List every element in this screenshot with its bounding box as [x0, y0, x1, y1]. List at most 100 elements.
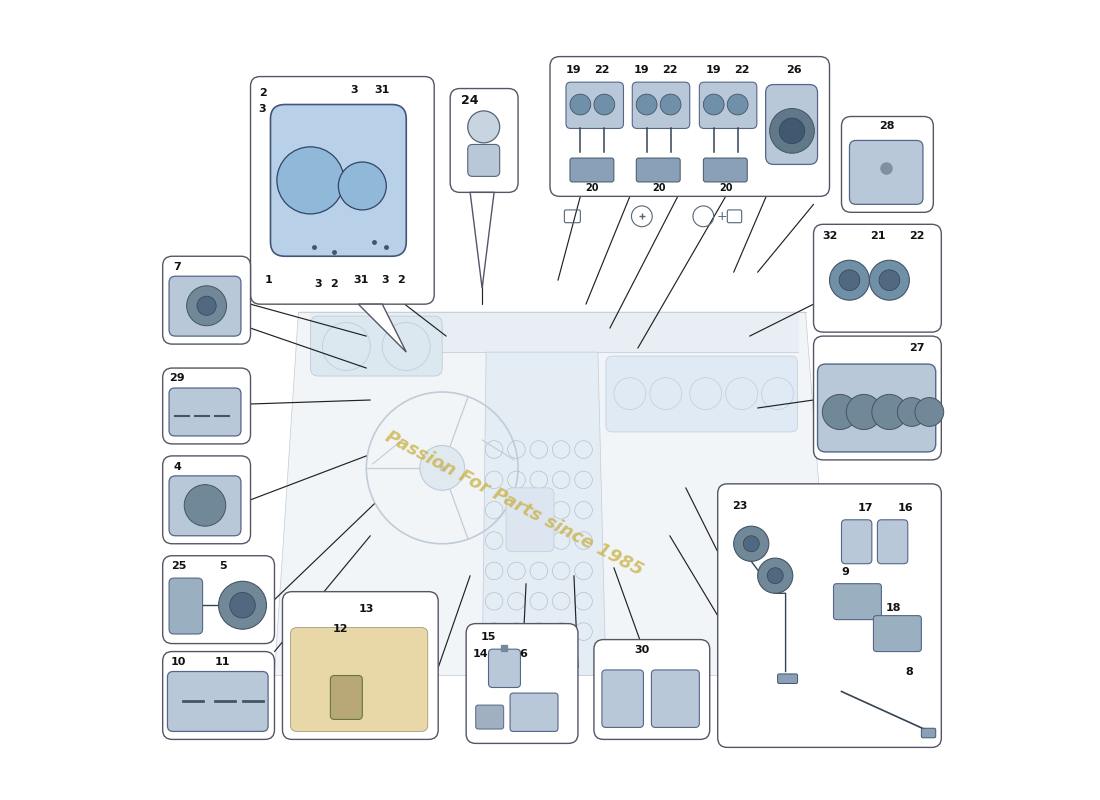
Circle shape: [727, 94, 748, 115]
FancyBboxPatch shape: [594, 639, 710, 739]
FancyBboxPatch shape: [475, 705, 504, 729]
FancyBboxPatch shape: [167, 671, 268, 731]
FancyBboxPatch shape: [169, 578, 202, 634]
Text: 19: 19: [634, 65, 650, 75]
Text: 9: 9: [842, 566, 849, 577]
FancyBboxPatch shape: [814, 336, 942, 460]
Text: 22: 22: [594, 65, 609, 75]
Circle shape: [277, 147, 344, 214]
Text: 22: 22: [734, 65, 749, 75]
Text: 11: 11: [214, 657, 230, 667]
FancyBboxPatch shape: [290, 628, 428, 731]
Text: 24: 24: [461, 94, 478, 107]
Text: 8: 8: [905, 666, 913, 677]
FancyBboxPatch shape: [717, 484, 942, 747]
Text: 7: 7: [173, 262, 180, 273]
FancyBboxPatch shape: [169, 388, 241, 436]
FancyBboxPatch shape: [163, 368, 251, 444]
Circle shape: [703, 94, 724, 115]
Text: 6: 6: [519, 649, 528, 659]
FancyBboxPatch shape: [570, 158, 614, 182]
FancyBboxPatch shape: [271, 105, 406, 256]
FancyBboxPatch shape: [310, 316, 442, 376]
Circle shape: [468, 111, 499, 143]
FancyBboxPatch shape: [703, 158, 747, 182]
Circle shape: [879, 270, 900, 290]
Circle shape: [898, 398, 926, 426]
Text: 19: 19: [706, 65, 722, 75]
Text: 23: 23: [733, 502, 748, 511]
Text: 21: 21: [870, 231, 886, 242]
FancyBboxPatch shape: [817, 364, 936, 452]
Circle shape: [872, 394, 908, 430]
FancyBboxPatch shape: [766, 85, 817, 165]
Text: 19: 19: [566, 65, 582, 75]
Text: 22: 22: [910, 231, 925, 242]
FancyBboxPatch shape: [468, 145, 499, 176]
Text: 15: 15: [481, 632, 496, 642]
Circle shape: [767, 568, 783, 584]
Text: 5: 5: [219, 561, 227, 571]
Circle shape: [230, 593, 255, 618]
Text: 28: 28: [879, 121, 894, 131]
Polygon shape: [470, 192, 494, 288]
Circle shape: [823, 394, 858, 430]
Circle shape: [846, 394, 881, 430]
FancyBboxPatch shape: [778, 674, 798, 683]
Text: 3: 3: [258, 103, 266, 114]
Text: 10: 10: [170, 657, 186, 667]
FancyBboxPatch shape: [873, 616, 922, 651]
FancyBboxPatch shape: [169, 476, 241, 536]
Text: 3: 3: [351, 85, 359, 95]
Circle shape: [829, 260, 869, 300]
FancyBboxPatch shape: [163, 456, 251, 544]
Circle shape: [744, 536, 759, 552]
Text: 18: 18: [886, 602, 901, 613]
FancyBboxPatch shape: [550, 57, 829, 196]
FancyBboxPatch shape: [922, 728, 936, 738]
Circle shape: [770, 109, 814, 154]
FancyBboxPatch shape: [566, 82, 624, 129]
Circle shape: [339, 162, 386, 210]
Circle shape: [758, 558, 793, 594]
FancyBboxPatch shape: [849, 141, 923, 204]
Text: Passion For Parts since 1985: Passion For Parts since 1985: [382, 428, 646, 580]
FancyBboxPatch shape: [330, 675, 362, 719]
Circle shape: [197, 296, 217, 315]
FancyBboxPatch shape: [450, 89, 518, 192]
Text: 26: 26: [785, 65, 802, 75]
Text: 32: 32: [822, 231, 837, 242]
Circle shape: [660, 94, 681, 115]
Text: 3: 3: [381, 275, 388, 286]
Polygon shape: [482, 352, 606, 675]
Circle shape: [570, 94, 591, 115]
Text: 20: 20: [652, 183, 666, 194]
Text: 14: 14: [473, 649, 488, 659]
FancyBboxPatch shape: [466, 624, 578, 743]
Text: 2: 2: [258, 87, 266, 98]
FancyBboxPatch shape: [632, 82, 690, 129]
FancyBboxPatch shape: [606, 356, 798, 432]
Circle shape: [779, 118, 805, 144]
Circle shape: [594, 94, 615, 115]
Circle shape: [869, 260, 910, 300]
Circle shape: [420, 446, 464, 490]
Text: 13: 13: [359, 604, 374, 614]
Text: 31: 31: [375, 85, 390, 95]
FancyBboxPatch shape: [842, 117, 933, 212]
FancyBboxPatch shape: [163, 651, 275, 739]
Circle shape: [839, 270, 860, 290]
FancyBboxPatch shape: [506, 488, 554, 552]
FancyBboxPatch shape: [251, 77, 434, 304]
FancyBboxPatch shape: [878, 520, 908, 564]
FancyBboxPatch shape: [510, 693, 558, 731]
Text: 2: 2: [397, 275, 405, 286]
Text: 29: 29: [169, 374, 185, 383]
FancyBboxPatch shape: [163, 256, 251, 344]
Text: 1: 1: [264, 275, 272, 286]
Circle shape: [184, 485, 226, 526]
Circle shape: [734, 526, 769, 562]
Text: 20: 20: [719, 183, 733, 194]
Text: 4: 4: [173, 462, 182, 472]
Text: 16: 16: [898, 503, 913, 513]
